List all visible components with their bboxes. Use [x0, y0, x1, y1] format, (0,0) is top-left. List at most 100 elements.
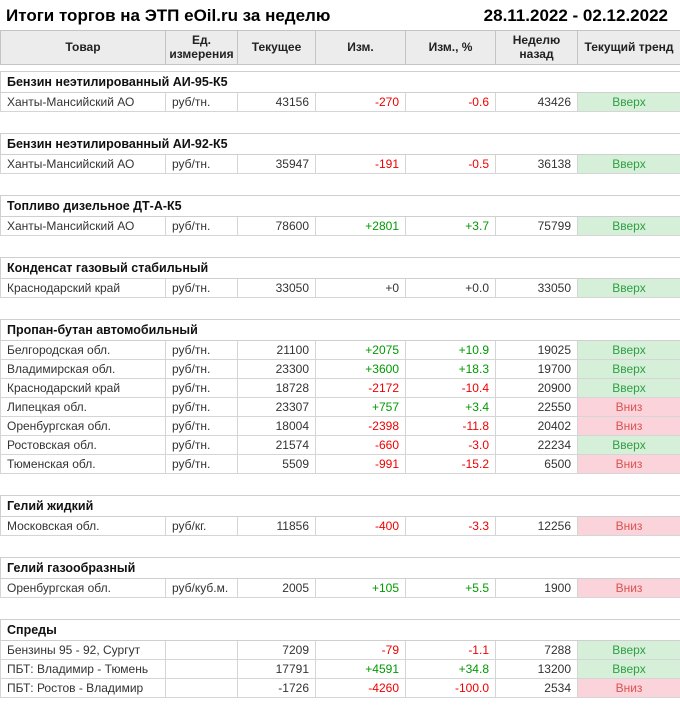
cell-change: -4260	[315, 677, 406, 698]
section-title: Конденсат газовый стабильный	[0, 256, 680, 279]
cell-unit: руб/тн.	[165, 153, 238, 174]
cell-change: +3600	[315, 358, 406, 379]
cell-unit: руб/тн.	[165, 377, 238, 398]
cell-current: -1726	[237, 677, 316, 698]
report-page: Итоги торгов на ЭТП eOil.ru за неделю 28…	[0, 0, 680, 698]
cell-change: +4591	[315, 658, 406, 679]
cell-current: 18004	[237, 415, 316, 436]
cell-product: ПБТ: Владимир - Тюмень	[0, 658, 166, 679]
cell-week-ago: 12256	[495, 515, 578, 536]
cell-product: Ханты-Мансийский АО	[0, 215, 166, 236]
cell-change: -79	[315, 639, 406, 660]
table-row: Бензины 95 - 92, Сургут 7209 -79 -1.1 7288 Вв…	[0, 639, 680, 660]
cell-week-ago: 19025	[495, 339, 578, 360]
trend-badge: Вверх	[577, 153, 680, 174]
table-row: Оренбургская обл. руб/куб.м. 2005 +105 +5.5 1…	[0, 577, 680, 598]
cell-unit	[165, 658, 238, 679]
cell-change-pct: +3.4	[405, 396, 496, 417]
col-header-trend: Текущий тренд	[577, 30, 680, 65]
section-title-row: Бензин неэтилированный АИ-95-К5	[0, 70, 680, 93]
cell-change: -2398	[315, 415, 406, 436]
cell-current: 33050	[237, 277, 316, 298]
cell-week-ago: 2534	[495, 677, 578, 698]
cell-unit: руб/тн.	[165, 453, 238, 474]
cell-week-ago: 19700	[495, 358, 578, 379]
cell-change: -2172	[315, 377, 406, 398]
trend-badge: Вверх	[577, 339, 680, 360]
table-row: Владимирская обл. руб/тн. 23300 +3600 +18.3 1…	[0, 358, 680, 379]
cell-change: -660	[315, 434, 406, 455]
table-row: Московская обл. руб/кг. 11856 -400 -3.3 12256…	[0, 515, 680, 536]
cell-change: +2075	[315, 339, 406, 360]
cell-product: Краснодарский край	[0, 377, 166, 398]
cell-unit: руб/тн.	[165, 358, 238, 379]
table-row: ПБТ: Владимир - Тюмень 17791 +4591 +34.8 132…	[0, 658, 680, 679]
cell-current: 23307	[237, 396, 316, 417]
cell-product: Московская обл.	[0, 515, 166, 536]
section-title-row: Конденсат газовый стабильный	[0, 256, 680, 279]
table-row: Краснодарский край руб/тн. 18728 -2172 -10.4…	[0, 377, 680, 398]
section-spacer	[1, 297, 680, 319]
cell-change-pct: -15.2	[405, 453, 496, 474]
cell-change: +0	[315, 277, 406, 298]
cell-unit: руб/тн.	[165, 277, 238, 298]
cell-product: ПБТ: Ростов - Владимир	[0, 677, 166, 698]
cell-current: 78600	[237, 215, 316, 236]
cell-change-pct: -100.0	[405, 677, 496, 698]
table-row: Ростовская обл. руб/тн. 21574 -660 -3.0 22234…	[0, 434, 680, 455]
cell-unit: руб/тн.	[165, 339, 238, 360]
cell-change-pct: -10.4	[405, 377, 496, 398]
trend-badge: Вверх	[577, 658, 680, 679]
cell-product: Ханты-Мансийский АО	[0, 153, 166, 174]
section-title: Бензин неэтилированный АИ-92-К5	[0, 132, 680, 155]
cell-current: 21574	[237, 434, 316, 455]
section-title-row: Топливо дизельное ДТ-А-К5	[0, 194, 680, 217]
report-header: Итоги торгов на ЭТП eOil.ru за неделю 28…	[0, 0, 680, 30]
cell-week-ago: 20900	[495, 377, 578, 398]
trend-badge: Вниз	[577, 515, 680, 536]
col-header-current: Текущее	[237, 30, 316, 65]
trend-badge: Вниз	[577, 577, 680, 598]
cell-week-ago: 43426	[495, 91, 578, 112]
cell-product: Липецкая обл.	[0, 396, 166, 417]
cell-change: +2801	[315, 215, 406, 236]
cell-unit: руб/тн.	[165, 215, 238, 236]
cell-week-ago: 36138	[495, 153, 578, 174]
section-title-row: Гелий газообразный	[0, 556, 680, 579]
section-spacer	[1, 535, 680, 557]
cell-week-ago: 75799	[495, 215, 578, 236]
column-header-row: Товар Ед. измерения Текущее Изм. Изм., %…	[0, 30, 680, 65]
section-spacer	[1, 597, 680, 619]
trend-badge: Вниз	[577, 677, 680, 698]
trend-badge: Вниз	[577, 453, 680, 474]
col-header-unit: Ед. измерения	[165, 30, 238, 65]
cell-week-ago: 13200	[495, 658, 578, 679]
date-range: 28.11.2022 - 02.12.2022	[483, 6, 668, 25]
cell-change-pct: -11.8	[405, 415, 496, 436]
cell-change: -191	[315, 153, 406, 174]
section-title-row: Спреды	[0, 618, 680, 641]
trend-badge: Вверх	[577, 639, 680, 660]
cell-product: Ханты-Мансийский АО	[0, 91, 166, 112]
section-title: Гелий жидкий	[0, 494, 680, 517]
cell-product: Оренбургская обл.	[0, 415, 166, 436]
col-header-change: Изм.	[315, 30, 406, 65]
trend-badge: Вверх	[577, 434, 680, 455]
cell-change-pct: -3.3	[405, 515, 496, 536]
col-header-product: Товар	[0, 30, 166, 65]
cell-unit: руб/тн.	[165, 434, 238, 455]
cell-week-ago: 20402	[495, 415, 578, 436]
section-title: Бензин неэтилированный АИ-95-К5	[0, 70, 680, 93]
cell-unit: руб/куб.м.	[165, 577, 238, 598]
cell-unit	[165, 677, 238, 698]
section-title: Пропан-бутан автомобильный	[0, 318, 680, 341]
cell-product: Тюменская обл.	[0, 453, 166, 474]
section-title: Топливо дизельное ДТ-А-К5	[0, 194, 680, 217]
cell-week-ago: 22234	[495, 434, 578, 455]
trend-badge: Вниз	[577, 396, 680, 417]
section-spacer	[1, 111, 680, 133]
cell-current: 2005	[237, 577, 316, 598]
trend-badge: Вверх	[577, 358, 680, 379]
cell-change-pct: +18.3	[405, 358, 496, 379]
table-row: Белгородская обл. руб/тн. 21100 +2075 +10.9 1…	[0, 339, 680, 360]
